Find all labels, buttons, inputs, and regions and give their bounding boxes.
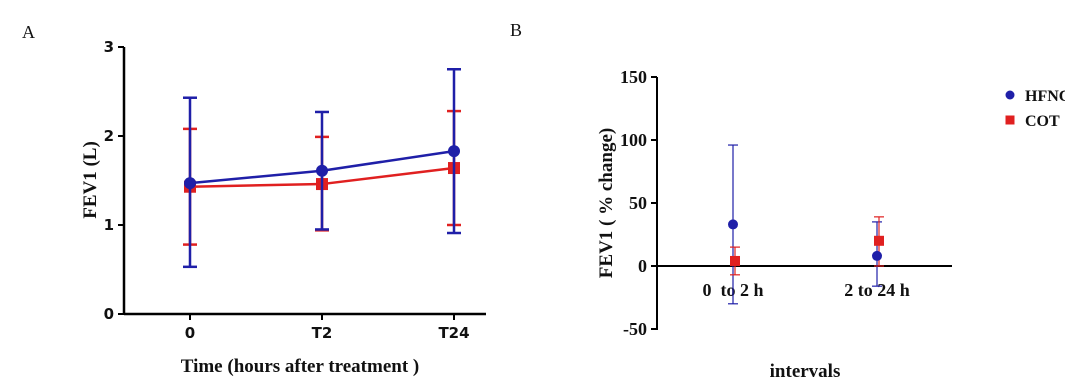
legend-marker-cot bbox=[1005, 115, 1015, 125]
b-x-axis-title: intervals bbox=[770, 361, 841, 382]
b-y-tick-label: 50 bbox=[629, 193, 647, 213]
b-y-tick-label: 150 bbox=[620, 67, 647, 87]
a-x-tick-label: 0 bbox=[185, 324, 195, 342]
a-y-tick-label: 3 bbox=[104, 38, 114, 56]
b-y-tick-label: -50 bbox=[623, 319, 647, 339]
a-y-axis-title: FEV1 (L) bbox=[80, 141, 101, 219]
legend-label-hfnc: HFNC bbox=[1025, 88, 1065, 105]
a-y-tick-label: 0 bbox=[104, 305, 114, 323]
b-x-tick-label: 2 to 24 h bbox=[844, 280, 910, 300]
panel-b-label: B bbox=[510, 20, 522, 40]
hfnc-point bbox=[448, 145, 460, 158]
hfnc-point bbox=[184, 177, 196, 190]
cot-point bbox=[730, 255, 740, 266]
legend-label-cot: COT bbox=[1025, 113, 1060, 130]
legend-marker-hfnc bbox=[1005, 90, 1015, 100]
a-x-axis-title: Time (hours after treatment ) bbox=[181, 356, 420, 377]
hfnc-point bbox=[728, 219, 738, 230]
hfnc-point bbox=[316, 164, 328, 177]
a-y-tick-label: 1 bbox=[104, 216, 114, 234]
b-y-axis-title: FEV1 ( % change) bbox=[596, 128, 617, 278]
cot-point bbox=[874, 235, 884, 246]
b-y-tick-label: 0 bbox=[638, 256, 647, 276]
a-y-tick-label: 2 bbox=[104, 127, 114, 145]
a-x-tick-label: T2 bbox=[312, 324, 333, 342]
panel-a-label: A bbox=[22, 22, 35, 42]
b-y-tick-label: 100 bbox=[620, 130, 647, 150]
chart-a: 0 1 2 3 0 T2 T24 Time (hours after treatment … bbox=[80, 38, 486, 377]
legend: HFNC COT bbox=[1005, 88, 1065, 130]
hfnc-point bbox=[872, 250, 882, 261]
a-x-tick-label: T24 bbox=[438, 324, 469, 342]
